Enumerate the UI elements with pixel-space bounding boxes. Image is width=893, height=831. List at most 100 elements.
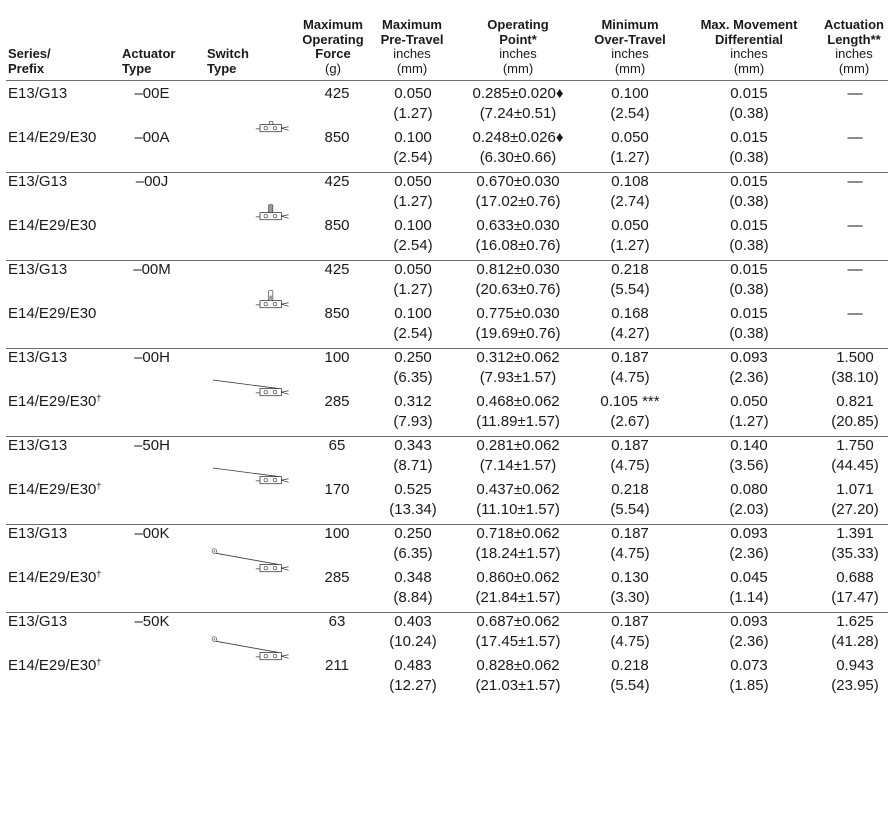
column-header-differential: Max. Movement Differential inches (mm) <box>679 17 819 76</box>
actlen-inches: 1.071 <box>780 480 893 500</box>
series-cell: E13/G13 <box>8 348 67 368</box>
overtravel-mm: (4.75) <box>555 544 705 564</box>
pretravel-mm-text: (12.27) <box>389 677 437 694</box>
series-cell-text: E13/G13 <box>8 173 68 190</box>
oppoint-inches: 0.775±0.030 <box>443 304 593 324</box>
pretravel-mm: (8.84) <box>338 588 488 608</box>
actlen-inches-text: 0.821 <box>836 393 874 410</box>
differential-mm: (0.38) <box>674 324 824 344</box>
oppoint-mm: (11.89±1.57) <box>443 412 593 432</box>
differential-inches-text: 0.015 <box>730 129 768 146</box>
force-cell-text: 100 <box>324 525 350 542</box>
overtravel-mm: (5.54) <box>555 500 705 520</box>
oppoint-mm: (7.14±1.57) <box>443 456 593 476</box>
pretravel-inches: 0.100 <box>338 304 488 324</box>
series-cell: E14/E29/E30† <box>8 392 101 412</box>
differential-inches: 0.140 <box>674 436 824 456</box>
oppoint-inches: 0.828±0.062 <box>443 656 593 676</box>
overtravel-inches-text: 0.187 <box>611 525 649 542</box>
pretravel-inches: 0.250 <box>338 348 488 368</box>
differential-mm-text: (0.38) <box>729 193 769 210</box>
oppoint-mm-text: (18.24±1.57) <box>475 545 561 562</box>
series-cell: E13/G13 <box>8 612 67 632</box>
oppoint-mm-text: (20.63±0.76) <box>475 281 561 298</box>
header-line: Type <box>207 60 237 76</box>
group-rule <box>6 260 888 261</box>
pretravel-mm-text: (13.34) <box>389 501 437 518</box>
pretravel-inches: 0.483 <box>338 656 488 676</box>
actlen-mm-text: (27.20) <box>831 501 879 518</box>
series-cell: E14/E29/E30 <box>8 216 96 236</box>
force-cell-text: 425 <box>324 173 350 190</box>
actlen-inches: 1.750 <box>780 436 893 456</box>
actlen-mm-text: (35.33) <box>831 545 879 562</box>
pretravel-mm: (1.27) <box>338 192 488 212</box>
actuator-type-text: –00A <box>134 129 170 146</box>
overtravel-inches-text: 0.105 *** <box>600 393 660 410</box>
differential-inches: 0.050 <box>674 392 824 412</box>
header-line: Over-Travel <box>594 31 666 47</box>
overtravel-mm: (5.54) <box>555 676 705 696</box>
overtravel-mm-text: (5.54) <box>610 677 650 694</box>
header-line: Maximum <box>303 17 363 32</box>
force-cell-text: 211 <box>325 657 349 674</box>
oppoint-inches-text: 0.670±0.030 <box>476 173 560 190</box>
differential-inches-text: 0.015 <box>730 261 768 278</box>
oppoint-inches-text: 0.633±0.030 <box>476 217 560 234</box>
actlen-mm-text: (38.10) <box>831 369 879 386</box>
actuator-type: –00A <box>77 128 227 148</box>
header-unit: inches <box>393 46 431 61</box>
column-header-force: Maximum Operating Force (g) <box>263 17 403 76</box>
overtravel-mm-text: (4.75) <box>610 545 650 562</box>
force-cell-text: 850 <box>324 217 350 234</box>
differential-inches: 0.015 <box>674 304 824 324</box>
header-unit: (mm) <box>396 60 428 76</box>
actlen-inches-text: 0.943 <box>836 657 874 674</box>
pretravel-mm-text: (8.84) <box>393 589 433 606</box>
force-cell: 100 <box>262 524 412 544</box>
overtravel-mm-text: (4.75) <box>610 457 650 474</box>
pretravel-mm-text: (2.54) <box>393 237 433 254</box>
oppoint-inches: 0.248±0.026♦ <box>443 128 593 148</box>
pretravel-mm-text: (10.24) <box>389 633 437 650</box>
series-cell: E13/G13 <box>8 260 67 280</box>
oppoint-inches: 0.633±0.030 <box>443 216 593 236</box>
differential-mm: (0.38) <box>674 104 824 124</box>
oppoint-mm: (19.69±0.76) <box>443 324 593 344</box>
pretravel-inches-text: 0.525 <box>394 481 432 498</box>
actuator-type: –00K <box>77 524 227 544</box>
differential-inches-text: 0.140 <box>730 437 768 454</box>
lever-switch-icon <box>212 379 289 397</box>
overtravel-mm: (2.74) <box>555 192 705 212</box>
pretravel-mm: (2.54) <box>338 236 488 256</box>
overtravel-mm: (4.75) <box>555 456 705 476</box>
column-header-pretravel: Maximum Pre-Travel inches (mm) <box>342 17 482 76</box>
overtravel-mm-text: (2.67) <box>610 413 650 430</box>
differential-mm: (1.14) <box>674 588 824 608</box>
oppoint-mm: (16.08±0.76) <box>443 236 593 256</box>
series-cell-text: E13/G13 <box>8 525 68 542</box>
differential-inches: 0.073 <box>674 656 824 676</box>
header-line: Force <box>315 46 351 61</box>
differential-inches: 0.015 <box>674 84 824 104</box>
pretravel-inches: 0.348 <box>338 568 488 588</box>
force-cell-text: 100 <box>324 349 350 366</box>
series-cell: E14/E29/E30† <box>8 480 101 500</box>
force-cell: 425 <box>262 260 412 280</box>
differential-inches-text: 0.015 <box>730 173 768 190</box>
overtravel-inches-text: 0.187 <box>611 437 649 454</box>
pretravel-inches: 0.403 <box>338 612 488 632</box>
differential-mm-text: (0.38) <box>729 149 769 166</box>
force-cell: 285 <box>262 568 412 588</box>
differential-mm: (3.56) <box>674 456 824 476</box>
force-cell-text: 425 <box>324 85 350 102</box>
oppoint-mm-text: (21.03±1.57) <box>475 677 561 694</box>
actlen-mm: (38.10) <box>780 368 893 388</box>
overtravel-inches: 0.050 <box>555 128 705 148</box>
overtravel-inches-text: 0.218 <box>611 261 649 278</box>
pretravel-inches: 0.050 <box>338 172 488 192</box>
header-line: Type <box>122 60 152 76</box>
differential-mm: (0.38) <box>674 192 824 212</box>
actlen-inches: — <box>780 304 893 324</box>
header-unit: (mm) <box>502 60 534 76</box>
